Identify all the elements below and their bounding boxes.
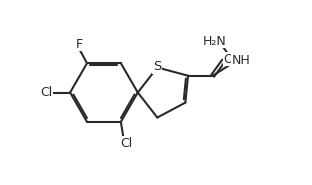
Text: O: O [223, 53, 233, 66]
Text: H₂N: H₂N [203, 35, 227, 48]
Text: S: S [153, 60, 162, 73]
Text: NH: NH [232, 54, 251, 67]
Text: F: F [76, 38, 83, 51]
Text: Cl: Cl [120, 137, 132, 150]
Text: Cl: Cl [40, 86, 52, 99]
